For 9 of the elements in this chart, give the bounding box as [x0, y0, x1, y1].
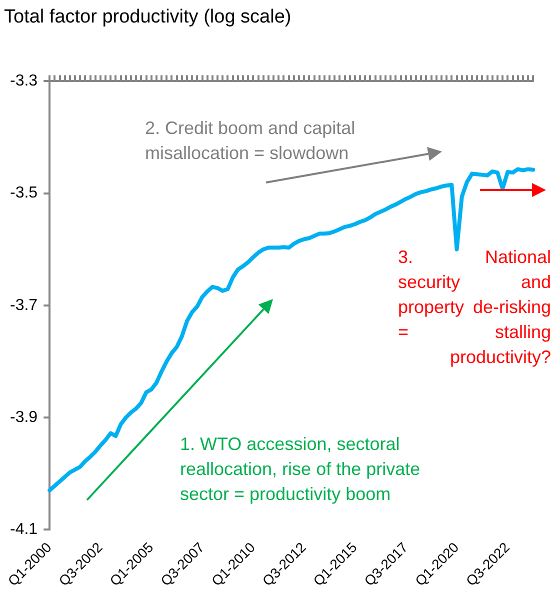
annotation: 1. WTO accession, sectoral reallocation, rise of the private sector = productivity boom — [180, 433, 422, 506]
chart-title: Total factor productivity (log scale) — [4, 6, 292, 28]
annotation: 3. National security and property de-risking = stalling productivity? — [398, 246, 551, 369]
y-tick-label: -4.1 — [10, 521, 38, 538]
y-tick-label: -3.5 — [10, 184, 38, 202]
annotation: 2. Credit boom and capital misallocation = slowdown — [145, 117, 356, 165]
y-tick-label: -3.9 — [10, 408, 38, 426]
y-tick-label: -3.7 — [10, 296, 38, 314]
y-tick-label: -3.3 — [10, 72, 38, 90]
